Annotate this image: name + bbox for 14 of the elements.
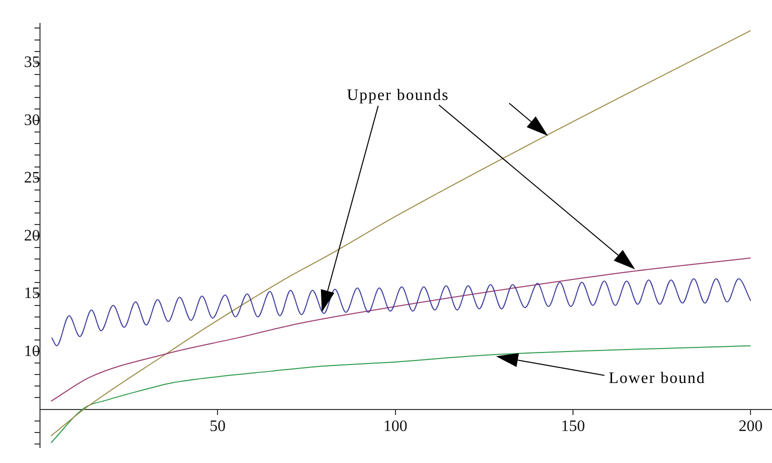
- x-tick-label: 50: [210, 418, 226, 436]
- y-tick-label: 10: [24, 342, 40, 360]
- x-tick-label: 200: [738, 418, 763, 436]
- y-tick-label: 20: [24, 227, 40, 244]
- x-tick-label: 100: [383, 418, 408, 436]
- y-tick-label: 30: [24, 112, 40, 129]
- line-series: [50, 258, 752, 402]
- annotation: Lower bound: [608, 370, 706, 387]
- line-series: [51, 278, 752, 346]
- y-tick-label: 35: [24, 54, 40, 72]
- annotation: Upper bounds: [346, 86, 450, 104]
- x-tick-label: 150: [561, 418, 586, 436]
- y-tick-label: 25: [24, 170, 40, 187]
- y-tick-label: 15: [24, 285, 40, 302]
